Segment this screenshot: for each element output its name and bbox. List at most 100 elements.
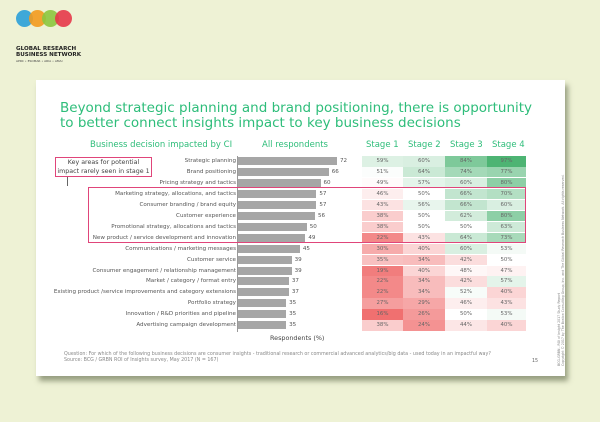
bar-value-label: 35	[289, 300, 297, 307]
stage-2-cell: 50%	[403, 221, 445, 233]
stage-3-cell: 42%	[445, 276, 487, 287]
category-label: Portfolio strategy	[187, 300, 236, 307]
stage-1-cell: 46%	[362, 188, 403, 200]
bar-value-label: 66	[331, 168, 339, 175]
stage-3-cell: 52%	[445, 287, 487, 298]
footer-source: Source: BCG / GRBN ROI of Insights surve…	[64, 358, 219, 363]
stage-2-cell: 40%	[403, 243, 445, 255]
bar-value-label: 72	[340, 158, 348, 164]
stage-2-cell: 64%	[403, 166, 445, 178]
stage-3-cell: 42%	[445, 254, 487, 266]
callout-connector	[67, 177, 68, 186]
footer-question: Question: For which of the following bus…	[64, 352, 491, 357]
bar	[238, 288, 289, 297]
category-label: Innovation / R&D priorities and pipeline	[125, 311, 236, 318]
bar-value-label: 57	[319, 190, 327, 197]
logo-globe-1	[16, 10, 33, 27]
bar	[238, 299, 287, 308]
stage-1-cell: 19%	[362, 265, 403, 276]
bar-value-label: 49	[308, 234, 316, 241]
x-axis-label: Respondents (%)	[270, 334, 325, 342]
stage-4-cell: 40%	[487, 287, 526, 298]
stage-1-cell: 43%	[362, 199, 403, 211]
category-label: Strategic planning	[184, 158, 236, 164]
category-label: Existing product /service improvements a…	[53, 289, 236, 296]
y-axis-line	[237, 156, 238, 332]
stage-4-cell: 57%	[487, 276, 526, 287]
stage-1-cell: 22%	[362, 276, 403, 287]
stage-1-cell: 38%	[362, 221, 403, 233]
stage-4-cell: 97%	[487, 156, 526, 167]
category-label: Consumer branding / brand equity	[139, 201, 236, 208]
stage-2-cell: 50%	[403, 188, 445, 200]
stage-3-cell: 66%	[445, 199, 487, 211]
bar-value-label: 60	[323, 179, 331, 186]
page-number: 15	[532, 359, 539, 364]
stage-2-cell: 40%	[403, 265, 445, 276]
stage-3-cell: 66%	[445, 188, 487, 200]
stage-1-cell: 35%	[362, 254, 403, 266]
stage-1-cell: 38%	[362, 210, 403, 222]
bar-value-label: 37	[291, 289, 299, 296]
category-label: Customer service	[187, 256, 236, 263]
stage-4-cell: 73%	[487, 232, 526, 244]
bar-value-label: 56	[318, 212, 326, 219]
stage-4-cell: 53%	[487, 309, 526, 320]
stage-1-cell: 51%	[362, 166, 403, 178]
category-label: Consumer engagement / relationship manag…	[92, 267, 236, 274]
stage-4-cell: 43%	[487, 298, 526, 309]
stage-2-cell: 34%	[403, 254, 445, 266]
stage-4-cell: 40%	[487, 320, 526, 331]
stage-1-cell: 16%	[362, 309, 403, 320]
bar	[238, 211, 315, 220]
bar-value-label: 37	[291, 278, 299, 285]
slide-title: Beyond strategic planning and brand posi…	[60, 100, 533, 131]
stage-3-cell: 62%	[445, 210, 487, 222]
stage-1-cell: 49%	[362, 177, 403, 189]
stage-3-cell: 74%	[445, 166, 487, 178]
stage-3-cell: 50%	[445, 221, 487, 233]
bar	[238, 167, 329, 176]
highlight-box	[88, 187, 526, 243]
stage-1-cell: 27%	[362, 298, 403, 309]
bar-value-label: 35	[289, 322, 297, 329]
stage-2-cell: 43%	[403, 232, 445, 244]
callout-box: Key areas for potential impact rarely se…	[55, 157, 152, 177]
stage-3-cell: 50%	[445, 309, 487, 320]
bar-value-label: 39	[294, 267, 302, 274]
stage-4-cell: 53%	[487, 243, 526, 255]
stage-2-cell: 24%	[403, 320, 445, 331]
stage-3-cell: 46%	[445, 298, 487, 309]
bar	[238, 189, 317, 198]
bar	[238, 277, 289, 286]
category-label: Marketing strategy, allocations, and tac…	[115, 190, 236, 197]
stage-3-cell: 84%	[445, 156, 487, 167]
category-label: Communications / marketing messages	[125, 245, 236, 252]
category-label: Market / category / format entry	[145, 278, 236, 285]
header-categories: Business decision impacted by CI	[90, 140, 233, 150]
stage-3-cell: 48%	[445, 265, 487, 276]
stage-4-cell: 70%	[487, 188, 526, 200]
bar-value-label: 35	[289, 311, 297, 318]
stage-4-cell: 80%	[487, 210, 526, 222]
category-label: Promotional strategy, allocations and ta…	[111, 223, 236, 230]
header-stage-4: Stage 4	[492, 140, 525, 150]
stage-1-cell: 38%	[362, 320, 403, 331]
bar-value-label: 57	[319, 201, 327, 208]
stage-2-cell: 29%	[403, 298, 445, 309]
bar	[238, 266, 292, 275]
stage-3-cell: 60%	[445, 243, 487, 255]
stage-1-cell: 59%	[362, 156, 403, 167]
logo-globe-3	[42, 10, 59, 27]
header-stage-2: Stage 2	[408, 140, 441, 150]
stage-3-cell: 60%	[445, 177, 487, 189]
bar	[238, 255, 292, 264]
header-all-respondents: All respondents	[262, 140, 328, 150]
bar	[238, 244, 300, 253]
bar	[238, 321, 287, 330]
category-label: Brand positioning	[186, 168, 236, 175]
category-label: Customer experience	[176, 212, 236, 219]
stage-1-cell: 22%	[362, 232, 403, 244]
stage-3-cell: 64%	[445, 232, 487, 244]
stage-3-cell: 44%	[445, 320, 487, 331]
